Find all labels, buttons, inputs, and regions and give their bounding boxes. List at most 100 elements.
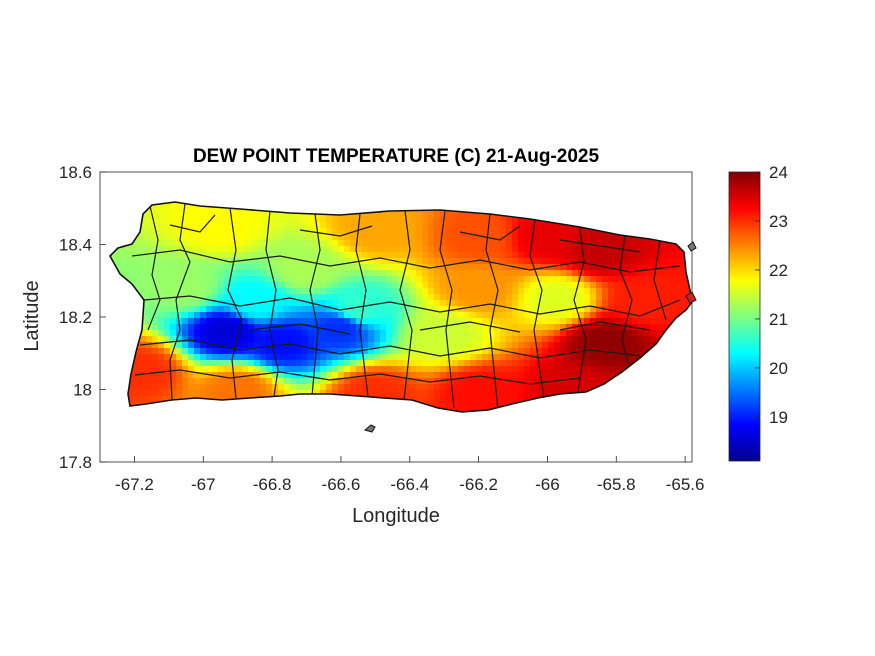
field-cell: [452, 384, 459, 391]
field-cell: [524, 336, 531, 343]
field-cell: [566, 384, 573, 391]
field-cell: [470, 348, 477, 355]
field-cell: [164, 312, 171, 319]
field-cell: [518, 246, 525, 253]
field-cell: [218, 342, 225, 349]
field-cell: [302, 216, 309, 223]
field-cell: [326, 312, 333, 319]
field-cell: [212, 270, 219, 277]
field-cell: [560, 258, 567, 265]
field-cell: [674, 276, 681, 283]
field-cell: [698, 414, 705, 421]
field-cell: [152, 306, 159, 313]
field-cell: [230, 234, 237, 241]
field-cell: [518, 372, 525, 379]
field-cell: [488, 216, 495, 223]
field-cell: [620, 270, 627, 277]
field-cell: [464, 246, 471, 253]
field-cell: [386, 336, 393, 343]
field-cell: [518, 234, 525, 241]
field-cell: [566, 294, 573, 301]
field-cell: [608, 240, 615, 247]
field-cell: [158, 258, 165, 265]
field-cell: [224, 222, 231, 229]
field-cell: [692, 384, 699, 391]
field-cell: [536, 246, 543, 253]
field-cell: [284, 312, 291, 319]
field-cell: [260, 354, 267, 361]
field-cell: [386, 300, 393, 307]
field-cell: [392, 282, 399, 289]
field-cell: [278, 294, 285, 301]
field-cell: [362, 276, 369, 283]
field-cell: [698, 270, 705, 277]
colorbar-tick-label: 19: [769, 408, 788, 427]
field-cell: [380, 222, 387, 229]
field-cell: [332, 360, 339, 367]
field-cell: [278, 384, 285, 391]
field-cell: [236, 288, 243, 295]
field-cell: [146, 384, 153, 391]
field-cell: [386, 288, 393, 295]
field-cell: [608, 354, 615, 361]
field-cell: [194, 378, 201, 385]
field-cell: [356, 246, 363, 253]
field-cell: [512, 246, 519, 253]
field-cell: [500, 378, 507, 385]
field-cell: [464, 312, 471, 319]
field-cell: [182, 258, 189, 265]
field-cell: [596, 240, 603, 247]
field-cell: [488, 312, 495, 319]
field-cell: [338, 384, 345, 391]
field-cell: [530, 282, 537, 289]
field-cell: [698, 324, 705, 331]
field-cell: [578, 276, 585, 283]
field-cell: [146, 390, 153, 397]
field-cell: [248, 288, 255, 295]
field-cell: [326, 246, 333, 253]
field-cell: [260, 270, 267, 277]
field-cell: [470, 318, 477, 325]
field-cell: [296, 348, 303, 355]
field-cell: [224, 246, 231, 253]
field-cell: [392, 366, 399, 373]
field-cell: [146, 342, 153, 349]
field-cell: [170, 270, 177, 277]
field-cell: [224, 234, 231, 241]
field-cell: [236, 240, 243, 247]
field-cell: [242, 222, 249, 229]
field-cell: [260, 288, 267, 295]
field-cell: [470, 240, 477, 247]
field-cell: [170, 384, 177, 391]
field-cell: [626, 330, 633, 337]
field-cell: [494, 276, 501, 283]
field-cell: [572, 360, 579, 367]
field-cell: [506, 258, 513, 265]
field-cell: [698, 318, 705, 325]
field-cell: [356, 234, 363, 241]
field-cell: [296, 294, 303, 301]
field-cell: [158, 372, 165, 379]
field-cell: [380, 360, 387, 367]
field-cell: [254, 378, 261, 385]
field-cell: [248, 294, 255, 301]
field-cell: [176, 252, 183, 259]
field-cell: [476, 330, 483, 337]
field-cell: [308, 252, 315, 259]
field-cell: [164, 270, 171, 277]
field-cell: [620, 240, 627, 247]
field-cell: [260, 348, 267, 355]
field-cell: [344, 216, 351, 223]
field-cell: [308, 270, 315, 277]
field-cell: [440, 330, 447, 337]
field-cell: [494, 246, 501, 253]
field-cell: [140, 342, 147, 349]
field-cell: [542, 372, 549, 379]
field-cell: [452, 318, 459, 325]
field-cell: [548, 234, 555, 241]
field-cell: [590, 318, 597, 325]
field-cell: [170, 228, 177, 235]
field-cell: [464, 354, 471, 361]
field-cell: [698, 252, 705, 259]
field-cell: [362, 360, 369, 367]
